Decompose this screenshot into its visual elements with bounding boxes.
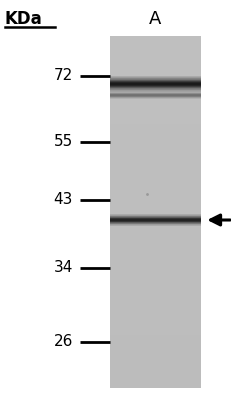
- Bar: [109, 36, 200, 45]
- Bar: [109, 217, 200, 218]
- Bar: [109, 89, 200, 98]
- Bar: [109, 84, 200, 85]
- Bar: [109, 86, 200, 87]
- Bar: [109, 370, 200, 379]
- Bar: [109, 216, 200, 217]
- Text: 34: 34: [54, 260, 73, 276]
- Bar: [109, 79, 200, 80]
- Bar: [109, 115, 200, 124]
- Bar: [109, 212, 200, 221]
- Bar: [109, 194, 200, 203]
- Bar: [109, 168, 200, 177]
- Bar: [109, 54, 200, 62]
- Bar: [109, 203, 200, 212]
- Bar: [109, 142, 200, 150]
- Bar: [109, 223, 200, 224]
- Bar: [109, 85, 200, 86]
- Text: KDa: KDa: [5, 10, 42, 28]
- Bar: [109, 106, 200, 115]
- Bar: [109, 300, 200, 309]
- Bar: [109, 218, 200, 219]
- Bar: [109, 77, 200, 78]
- Bar: [109, 98, 200, 106]
- Bar: [109, 238, 200, 247]
- Bar: [109, 221, 200, 230]
- Bar: [109, 78, 200, 79]
- Text: 72: 72: [54, 68, 73, 84]
- Bar: [109, 224, 200, 225]
- Bar: [109, 326, 200, 335]
- Bar: [109, 274, 200, 282]
- Bar: [109, 124, 200, 133]
- Bar: [109, 80, 200, 89]
- Bar: [109, 282, 200, 291]
- Bar: [109, 80, 200, 81]
- Bar: [109, 214, 200, 215]
- Bar: [109, 230, 200, 238]
- Bar: [109, 318, 200, 326]
- Bar: [109, 81, 200, 82]
- Bar: [109, 362, 200, 370]
- Bar: [109, 133, 200, 142]
- Bar: [109, 71, 200, 80]
- Bar: [109, 265, 200, 274]
- Bar: [109, 221, 200, 222]
- Bar: [109, 88, 200, 89]
- Bar: [109, 309, 200, 318]
- Bar: [109, 91, 200, 92]
- Text: 26: 26: [54, 334, 73, 350]
- Text: 55: 55: [54, 134, 73, 150]
- Bar: [109, 159, 200, 168]
- Bar: [109, 353, 200, 362]
- Bar: [109, 36, 200, 388]
- Bar: [109, 186, 200, 194]
- Text: A: A: [149, 10, 161, 28]
- Bar: [109, 247, 200, 256]
- Bar: [109, 82, 200, 83]
- Bar: [109, 177, 200, 186]
- Bar: [109, 225, 200, 226]
- Bar: [109, 379, 200, 388]
- Bar: [109, 89, 200, 90]
- Bar: [109, 291, 200, 300]
- Bar: [109, 83, 200, 84]
- Text: 43: 43: [54, 192, 73, 208]
- Bar: [109, 256, 200, 265]
- Bar: [109, 335, 200, 344]
- Bar: [109, 62, 200, 71]
- Bar: [109, 45, 200, 54]
- Bar: [109, 220, 200, 221]
- Bar: [109, 90, 200, 91]
- Bar: [109, 344, 200, 353]
- Bar: [109, 76, 200, 77]
- Bar: [109, 150, 200, 159]
- Bar: [109, 87, 200, 88]
